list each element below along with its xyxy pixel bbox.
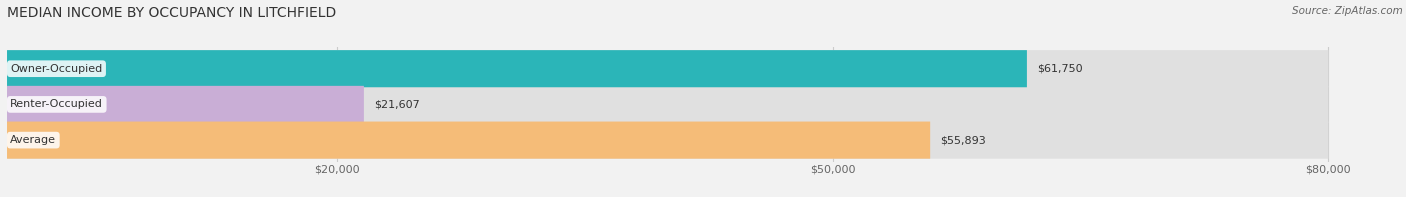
FancyBboxPatch shape: [7, 86, 364, 123]
Text: Owner-Occupied: Owner-Occupied: [10, 64, 103, 74]
Text: $21,607: $21,607: [374, 99, 419, 109]
Text: Renter-Occupied: Renter-Occupied: [10, 99, 103, 109]
Text: $55,893: $55,893: [941, 135, 986, 145]
Text: Source: ZipAtlas.com: Source: ZipAtlas.com: [1292, 6, 1403, 16]
FancyBboxPatch shape: [7, 122, 931, 159]
Text: $61,750: $61,750: [1036, 64, 1083, 74]
FancyBboxPatch shape: [7, 50, 1026, 87]
FancyBboxPatch shape: [7, 122, 1329, 159]
FancyBboxPatch shape: [7, 50, 1329, 87]
FancyBboxPatch shape: [7, 86, 1329, 123]
Text: MEDIAN INCOME BY OCCUPANCY IN LITCHFIELD: MEDIAN INCOME BY OCCUPANCY IN LITCHFIELD: [7, 6, 336, 20]
Text: Average: Average: [10, 135, 56, 145]
